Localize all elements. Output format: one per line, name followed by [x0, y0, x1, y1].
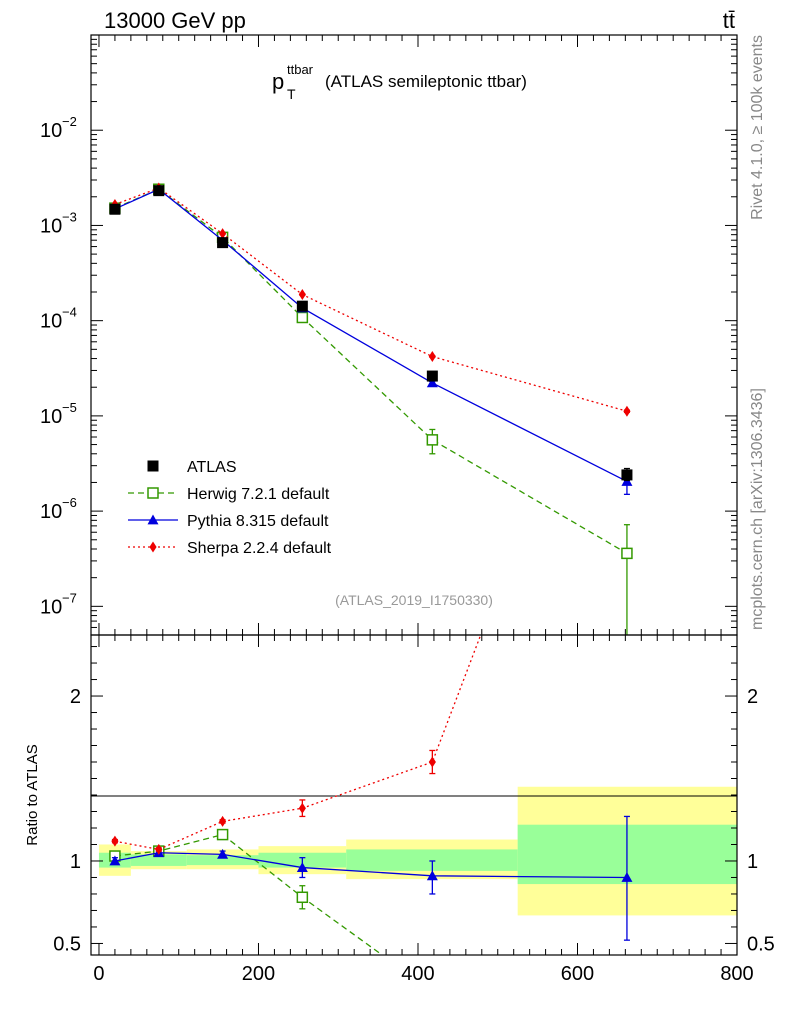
ratio-sherpa-point: [111, 835, 119, 847]
main-y-tick-label: 10: [40, 120, 62, 142]
ratio-herwig-point: [427, 986, 437, 996]
main-sherpa-point: [219, 228, 227, 240]
main-y-tick-label: 10: [40, 311, 62, 333]
legend-herwig-marker: [147, 487, 159, 499]
main-y-tick-exponent: −5: [62, 400, 77, 415]
legend-herwig-label: Herwig 7.2.1 default: [187, 486, 330, 503]
main-atlas-point: [426, 370, 438, 382]
main-series-atlas: [109, 185, 633, 482]
ratio-pythia-point: [426, 870, 438, 881]
main-y-tick-exponent: −3: [62, 209, 77, 224]
main-title: p T ttbar (ATLAS semileptonic ttbar): [272, 62, 527, 102]
title-superscript: ttbar: [287, 62, 314, 77]
mcplots-reference-label: mcplots.cern.ch [arXiv:1306.3436]: [749, 388, 766, 630]
ratio-x-tick-label: 400: [401, 963, 434, 985]
ratio-sherpa-point: [428, 756, 436, 768]
legend-entry-atlas: ATLAS: [147, 459, 237, 476]
title-main: p: [272, 69, 284, 94]
ratio-y-tick-label-left: 2: [70, 686, 81, 708]
ratio-sherpa-point: [298, 802, 306, 814]
main-series-herwig: [109, 183, 633, 635]
main-y-axis: 10−710−610−510−410−310−2: [40, 34, 738, 636]
ratio-x-tick-label: 0: [93, 963, 104, 985]
main-series-pythia: [109, 183, 633, 495]
header-energy-label: 13000 GeV pp: [104, 8, 246, 33]
legend-sherpa-marker: [149, 541, 157, 553]
legend-atlas-label: ATLAS: [187, 459, 237, 476]
ratio-x-tick-label: 600: [561, 963, 594, 985]
main-y-tick-label: 10: [40, 596, 62, 618]
ratio-x-tick-label: 800: [720, 963, 753, 985]
ratio-axes: 0.5 0.5 1 1 2 2 0 200 400 600 800: [53, 635, 775, 985]
ratio-pythia-point: [621, 871, 633, 882]
main-atlas-point: [217, 237, 229, 249]
ratio-y-tick-label-right: 2: [747, 686, 758, 708]
main-pythia-line: [114, 188, 628, 483]
main-herwig-point: [621, 547, 633, 560]
main-atlas-point: [621, 469, 633, 481]
legend-pythia-marker: [147, 514, 159, 525]
ratio-herwig-point: [622, 996, 632, 1006]
main-y-tick-label: 10: [40, 406, 62, 428]
ratio-pythia-line: [114, 852, 627, 879]
main-sherpa-point: [298, 289, 306, 301]
ratio-y-tick-label-left: 0.5: [53, 933, 81, 955]
ratio-stat-band: [346, 849, 518, 871]
main-sherpa-point: [623, 405, 631, 417]
main-y-tick-label: 10: [40, 501, 62, 523]
main-sherpa-point: [428, 351, 436, 363]
ratio-y-tick-label-left: 1: [70, 851, 81, 873]
legend-atlas-marker: [147, 460, 159, 472]
ratio-herwig-point: [216, 828, 229, 841]
ratio-uncertainty-bands: [98, 786, 737, 916]
ratio-pythia-point: [296, 862, 308, 872]
title-description: (ATLAS semileptonic ttbar): [325, 72, 527, 91]
ratio-sherpa-point: [219, 815, 227, 827]
header-process-label: tt̄: [723, 8, 735, 33]
ratio-series-sherpa: [111, 245, 630, 855]
main-herwig-line: [114, 188, 628, 554]
ratio-stat-band: [186, 855, 259, 866]
title-subscript: T: [287, 86, 296, 102]
ratio-y-tick-label-right: 1: [747, 851, 758, 873]
ratio-y-tick-label-right: 0.5: [747, 933, 775, 955]
legend-entry-pythia: Pythia 8.315 default: [128, 513, 329, 530]
main-y-tick-exponent: −6: [62, 495, 77, 510]
main-series-layer: [109, 182, 633, 635]
legend-entry-herwig: Herwig 7.2.1 default: [128, 486, 330, 503]
ratio-series-layer: [109, 245, 633, 1006]
main-herwig-point: [296, 311, 309, 324]
main-y-tick-label: 10: [40, 215, 62, 237]
main-pythia-point: [426, 377, 438, 388]
main-herwig-point: [426, 434, 439, 446]
main-sherpa-line: [114, 187, 628, 412]
main-y-tick-exponent: −7: [62, 590, 77, 605]
ratio-sherpa-point: [623, 245, 630, 256]
ratio-pythia-point: [217, 848, 229, 859]
main-atlas-point: [153, 185, 165, 197]
ratio-pythia-point: [109, 855, 121, 866]
main-atlas-point: [296, 300, 308, 312]
main-y-tick-exponent: −4: [62, 305, 77, 320]
legend-entry-sherpa: Sherpa 2.2.4 default: [128, 540, 332, 557]
ratio-sherpa-point: [155, 843, 163, 855]
ratio-herwig-point: [296, 891, 309, 904]
analysis-id-label: (ATLAS_2019_I1750330): [335, 592, 493, 608]
legend-pythia-label: Pythia 8.315 default: [187, 513, 329, 530]
ratio-stat-band: [130, 854, 187, 866]
ratio-herwig-line: [114, 833, 384, 955]
rivet-version-label: Rivet 4.1.0, ≥ 100k events: [749, 35, 766, 220]
main-atlas-point: [109, 203, 121, 215]
ratio-y-axis-label: Ratio to ATLAS: [24, 744, 41, 845]
ratio-x-tick-label: 200: [242, 963, 275, 985]
legend-sherpa-label: Sherpa 2.2.4 default: [187, 540, 332, 557]
legend: ATLAS Herwig 7.2.1 default Pythia 8.315 de…: [128, 459, 332, 557]
main-y-tick-exponent: −2: [62, 114, 77, 129]
